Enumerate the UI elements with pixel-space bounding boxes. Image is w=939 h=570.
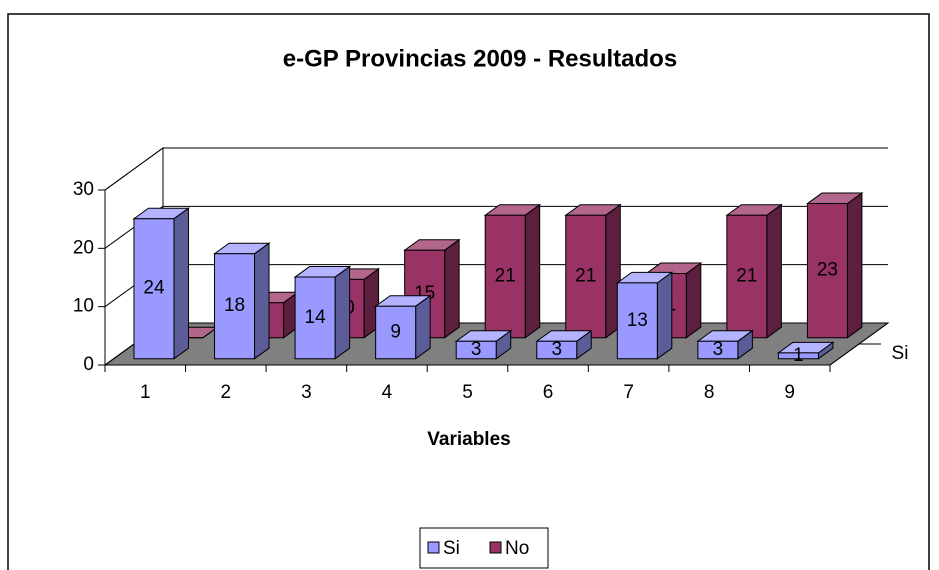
- y-tick-label: 0: [83, 354, 94, 375]
- bar-front: [806, 203, 848, 339]
- bar: [615, 271, 674, 360]
- data-label: 9: [390, 321, 401, 342]
- bar-front: [616, 282, 658, 360]
- grid-line: [104, 147, 164, 191]
- y-tick-label: 30: [73, 179, 94, 200]
- bar: [293, 265, 352, 360]
- bar-side: [656, 271, 673, 360]
- bar-side: [524, 203, 541, 339]
- bar-front: [455, 340, 497, 360]
- x-tick-label: 8: [704, 382, 715, 403]
- legend-swatch: [427, 541, 440, 554]
- bar: [374, 294, 432, 360]
- bar-front: [214, 253, 256, 360]
- bar-front: [777, 352, 819, 360]
- x-tick-label: 5: [462, 382, 473, 403]
- bar: [564, 203, 622, 339]
- x-tick-label: 6: [543, 382, 554, 403]
- x-tick-label: 4: [382, 382, 393, 403]
- x-axis-title: Variables: [427, 429, 510, 450]
- data-label: 14: [305, 307, 327, 328]
- data-label: 13: [627, 310, 648, 331]
- bar-side: [766, 203, 782, 339]
- data-label: 24: [143, 278, 165, 299]
- x-tick-label: 2: [221, 382, 232, 403]
- bar-front: [726, 214, 768, 339]
- bar: [805, 192, 864, 339]
- bar-side: [254, 242, 270, 360]
- bar: [776, 341, 835, 360]
- bar: [535, 329, 593, 360]
- chart-border: [7, 13, 930, 570]
- legend-box: [419, 527, 549, 569]
- bar-front: [536, 340, 578, 360]
- bar-side: [685, 262, 702, 339]
- data-label: 23: [817, 260, 838, 281]
- data-label: 21: [736, 265, 757, 286]
- x-tick-label: 7: [623, 382, 634, 403]
- y-tick-label: 20: [73, 237, 94, 258]
- data-label: 3: [713, 339, 724, 360]
- bar-front: [484, 214, 526, 339]
- bar-side: [334, 265, 351, 360]
- bar-front: [697, 340, 739, 360]
- x-tick-label: 9: [784, 382, 795, 403]
- bar: [696, 329, 754, 360]
- data-label: 1: [793, 345, 804, 366]
- bar-side: [846, 192, 863, 339]
- data-label: 21: [495, 265, 516, 286]
- bar: [132, 207, 191, 360]
- bar-side: [444, 238, 460, 339]
- x-tick-label: 3: [301, 382, 312, 403]
- legend-label: Si: [443, 538, 460, 559]
- data-label: 3: [471, 339, 482, 360]
- bar-front: [133, 218, 175, 360]
- bar: [725, 203, 783, 339]
- data-label: 18: [224, 295, 245, 316]
- bar: [483, 203, 542, 339]
- legend-swatch: [489, 541, 502, 554]
- x-tick-label: 1: [140, 382, 151, 403]
- depth-axis-label: Si: [892, 343, 909, 364]
- data-label: 3: [551, 339, 562, 360]
- y-tick-label: 10: [73, 296, 94, 317]
- data-label: 21: [575, 265, 596, 286]
- bar-side: [173, 207, 189, 360]
- bar: [454, 329, 513, 360]
- bar: [212, 242, 271, 360]
- bar-front: [565, 214, 607, 339]
- legend-label: No: [505, 538, 529, 559]
- chart-title: e-GP Provincias 2009 - Resultados: [283, 45, 677, 72]
- bar-front: [375, 305, 417, 360]
- bar-front: [294, 276, 336, 360]
